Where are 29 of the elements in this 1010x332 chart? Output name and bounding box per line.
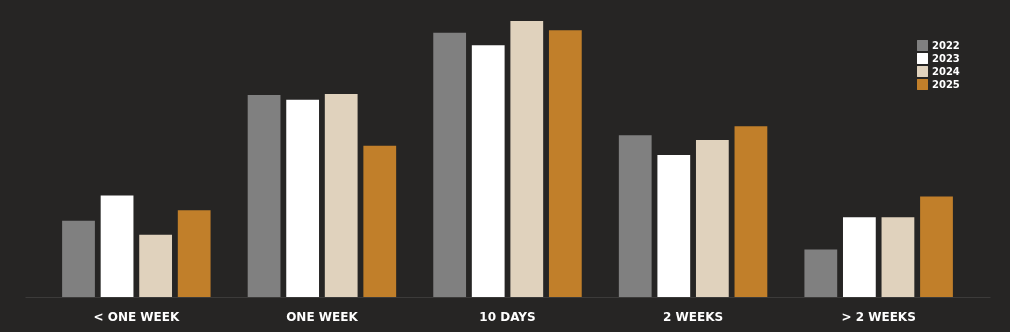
- bar: [804, 249, 838, 297]
- x-tick-label: ONE WEEK: [286, 309, 359, 324]
- bar: [324, 93, 358, 297]
- bar: [286, 99, 320, 297]
- legend-label: 2023: [932, 52, 960, 64]
- bar: [363, 145, 397, 297]
- x-tick-label: 2 WEEKS: [663, 309, 724, 324]
- bar: [139, 234, 173, 297]
- bar: [433, 32, 467, 297]
- bar: [100, 195, 134, 297]
- legend-label: 2024: [932, 65, 960, 77]
- x-tick-label: < ONE WEEK: [93, 309, 180, 324]
- bar: [177, 210, 211, 297]
- bar: [62, 220, 95, 297]
- bar: [548, 30, 582, 297]
- bar: [920, 196, 953, 297]
- bar: [618, 135, 652, 297]
- bar: [657, 154, 691, 297]
- x-tick-label: 10 DAYS: [479, 309, 536, 324]
- bar: [881, 217, 915, 297]
- bar: [695, 139, 729, 297]
- bar: [510, 21, 544, 297]
- bar: [734, 126, 768, 297]
- bar: [471, 45, 505, 297]
- legend-label: 2025: [932, 78, 960, 90]
- legend-label: 2022: [932, 39, 960, 51]
- bar: [247, 95, 281, 297]
- x-tick-label: > 2 WEEKS: [841, 309, 916, 324]
- bar: [842, 217, 876, 297]
